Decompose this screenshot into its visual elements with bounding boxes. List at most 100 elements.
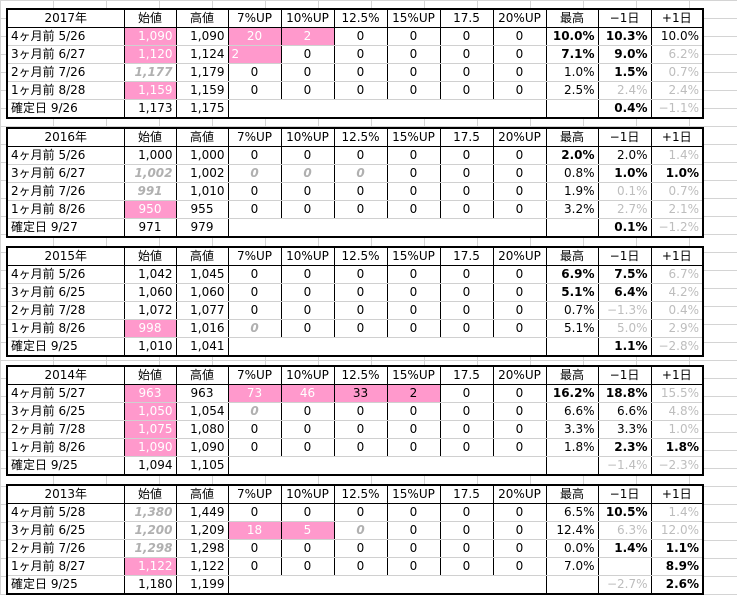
data-cell[interactable]: 0 [387,402,441,421]
data-cell[interactable]: 5 [281,521,335,540]
row-label[interactable]: 確定日 9/25 [7,456,125,475]
data-cell[interactable]: 0 [387,27,441,46]
data-cell[interactable]: 0 [387,81,441,100]
data-cell[interactable]: 0 [493,521,547,540]
data-cell[interactable]: 1.8% [651,438,704,457]
data-cell[interactable]: 0 [281,182,335,201]
row-label[interactable]: 1ヶ月前 8/26 [7,319,125,338]
data-cell[interactable]: 1,159 [176,81,229,100]
data-cell[interactable]: 0 [281,503,335,522]
data-cell[interactable]: 2.4% [598,81,652,100]
row-label[interactable]: 2ヶ月前 7/26 [7,182,125,201]
data-cell[interactable]: 1.4% [651,146,704,165]
data-cell[interactable]: 1.8% [546,438,599,457]
data-cell[interactable]: 2.1% [651,200,704,219]
row-label[interactable]: 確定日 9/25 [7,575,125,594]
data-cell[interactable] [440,457,493,476]
data-cell[interactable]: 0 [387,146,441,165]
data-cell[interactable]: 0 [281,146,335,165]
data-cell[interactable]: 3.3% [598,420,652,439]
data-cell[interactable]: 1,075 [124,420,177,439]
row-label[interactable]: 1ヶ月前 8/26 [7,438,125,457]
column-header[interactable]: 7%UP [228,485,282,504]
data-cell[interactable]: 1,090 [176,438,229,457]
data-cell[interactable] [546,337,599,356]
year-header[interactable]: 2013年 [7,485,125,504]
column-header[interactable]: 15%UP [387,366,441,385]
data-cell[interactable]: 0 [228,301,282,320]
data-cell[interactable]: 4.8% [651,402,704,421]
data-cell[interactable]: 8.9% [651,557,704,576]
data-cell[interactable]: 12.4% [546,521,599,540]
data-cell[interactable]: 0 [334,420,388,439]
column-header[interactable]: 20%UP [493,366,547,385]
data-cell[interactable]: 1,002 [176,164,229,183]
data-cell[interactable] [281,457,334,476]
data-cell[interactable]: 0 [493,402,547,421]
column-header[interactable]: 始値 [124,9,177,28]
data-cell[interactable]: 1,199 [176,575,229,594]
data-cell[interactable]: 1,175 [176,99,229,118]
column-header[interactable]: −1日 [598,9,652,28]
data-cell[interactable]: 0 [228,539,282,558]
data-cell[interactable]: 1.0% [598,164,652,183]
data-cell[interactable]: 6.6% [546,402,599,421]
data-cell[interactable] [493,218,547,237]
data-cell[interactable]: 3.3% [546,420,599,439]
data-cell[interactable]: 1,045 [176,265,229,284]
data-cell[interactable]: 0 [493,301,547,320]
data-cell[interactable]: 0 [440,265,494,284]
data-cell[interactable]: 0 [281,45,335,64]
data-cell[interactable]: 16.2% [546,384,599,403]
data-cell[interactable]: 0 [440,319,494,338]
data-cell[interactable]: 0 [387,265,441,284]
data-cell[interactable] [228,338,281,357]
data-cell[interactable]: 2 [387,384,441,403]
data-cell[interactable]: 0 [228,319,282,338]
data-cell[interactable]: 0 [228,63,282,82]
data-cell[interactable]: 1,060 [124,283,177,302]
data-cell[interactable] [228,576,281,595]
data-cell[interactable] [440,576,493,595]
data-cell[interactable]: 0 [228,438,282,457]
data-cell[interactable] [493,575,547,594]
data-cell[interactable]: 2.7% [598,200,652,219]
data-cell[interactable]: 1,054 [176,402,229,421]
year-header[interactable]: 2015年 [7,247,125,266]
column-header[interactable]: 10%UP [281,366,335,385]
column-header[interactable]: 15%UP [387,128,441,147]
data-cell[interactable]: 0 [334,521,388,540]
data-cell[interactable] [440,100,493,119]
column-header[interactable]: 10%UP [281,485,335,504]
data-cell[interactable]: −2.7% [598,575,652,594]
data-cell[interactable]: 1.4% [598,539,652,558]
data-cell[interactable]: 0 [440,63,494,82]
row-label[interactable]: 4ヶ月前 5/27 [7,384,125,403]
data-cell[interactable]: 1,090 [124,438,177,457]
data-cell[interactable]: 1.5% [598,63,652,82]
data-cell[interactable] [493,99,547,118]
data-cell[interactable]: 0 [334,503,388,522]
column-header[interactable]: 高値 [176,128,229,147]
year-header[interactable]: 2017年 [7,9,125,28]
data-cell[interactable]: 0 [493,164,547,183]
data-cell[interactable] [546,218,599,237]
data-cell[interactable]: 0 [281,319,335,338]
data-cell[interactable]: 0 [387,45,441,64]
data-cell[interactable]: 979 [176,218,229,237]
data-cell[interactable]: 0 [493,200,547,219]
data-cell[interactable]: 7.0% [546,557,599,576]
data-cell[interactable]: 7.5% [598,265,652,284]
data-cell[interactable]: 0 [440,420,494,439]
data-cell[interactable]: 1,080 [176,420,229,439]
data-cell[interactable]: 0 [493,557,547,576]
data-cell[interactable]: 15.5% [651,384,704,403]
column-header[interactable]: 12.5% [334,485,388,504]
data-cell[interactable]: 955 [176,200,229,219]
column-header[interactable]: 12.5% [334,366,388,385]
data-cell[interactable]: −1.3% [598,301,652,320]
data-cell[interactable]: 2.0% [598,146,652,165]
column-header[interactable]: 最高 [546,485,599,504]
data-cell[interactable]: 0 [281,63,335,82]
data-cell[interactable]: 1,298 [124,539,177,558]
